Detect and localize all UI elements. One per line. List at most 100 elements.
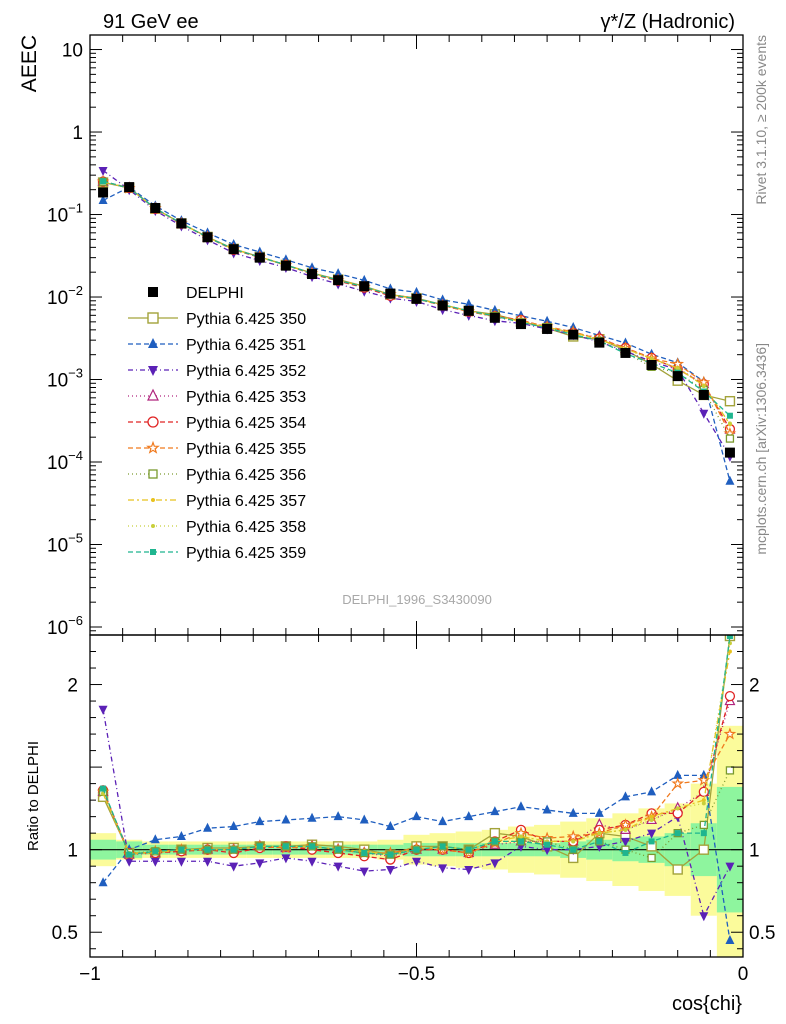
series-marker <box>359 814 369 824</box>
data-point <box>333 275 344 286</box>
y-tick-label: 10−2 <box>47 283 83 309</box>
side-label-bottom: mcplots.cern.ch [arXiv:1306.3436] <box>753 343 769 555</box>
series-marker <box>648 838 655 845</box>
series-marker <box>649 814 654 819</box>
series-marker <box>620 791 630 801</box>
series-marker <box>597 831 602 836</box>
series-marker <box>333 862 343 872</box>
series-marker <box>725 934 735 944</box>
series-marker <box>230 846 237 853</box>
series-marker <box>619 818 632 831</box>
axes: 10 1 10−1 10−2 10−3 10−4 10−5 10−6 0.5 0.5 1 1 2 2 −1 −… <box>47 34 775 985</box>
series-marker <box>150 857 160 867</box>
data-point <box>202 232 213 243</box>
series-marker <box>464 298 474 308</box>
series-marker <box>465 846 472 853</box>
series-marker <box>100 178 107 185</box>
series-marker <box>229 862 239 872</box>
data-point <box>124 182 135 193</box>
series-marker <box>387 851 394 858</box>
series-marker <box>438 864 448 874</box>
ratio-y-axis-label: Ratio to DELPHI <box>25 741 42 851</box>
series-marker <box>675 366 680 371</box>
series-marker <box>490 806 500 816</box>
ratio-tick-label-right: 1 <box>749 841 760 862</box>
legend-label: Pythia 6.425 353 <box>186 389 306 406</box>
series-marker <box>464 865 474 875</box>
series-marker <box>725 862 735 872</box>
series-marker <box>176 857 186 867</box>
legend-label: Pythia 6.425 352 <box>186 363 306 380</box>
series-marker <box>98 877 108 887</box>
data-point <box>646 359 657 370</box>
series-marker <box>674 830 681 837</box>
data-point <box>515 319 526 330</box>
x-axis-label: cos{chi} <box>672 993 742 1015</box>
data-point <box>98 187 109 198</box>
series-marker <box>724 395 736 407</box>
data-point <box>698 389 709 400</box>
y-tick-label: 10 <box>62 41 83 62</box>
series-marker <box>490 859 500 869</box>
series-marker <box>542 846 552 856</box>
series-marker <box>281 814 291 824</box>
series-marker <box>726 635 733 639</box>
series-marker <box>151 524 155 528</box>
series-marker <box>335 846 342 853</box>
series-marker <box>176 830 186 840</box>
title-left: 91 GeV ee <box>103 11 199 33</box>
series-marker <box>701 384 706 389</box>
series-marker <box>150 834 160 844</box>
data-point <box>437 300 448 311</box>
legend-label: Pythia 6.425 356 <box>186 467 306 484</box>
series-marker <box>126 851 133 858</box>
series-marker <box>124 857 134 867</box>
series-marker <box>672 864 683 875</box>
side-label-top: Rivet 3.1.10, ≥ 200k events <box>753 35 769 205</box>
series-marker <box>147 416 159 428</box>
series-marker <box>359 867 369 877</box>
legend: DELPHI Pythia 6.425 350 Pythia 6.425 351 Py… <box>128 285 306 562</box>
y-tick-label: 10−6 <box>47 613 83 639</box>
series-marker <box>647 853 656 863</box>
series-marker <box>699 409 709 419</box>
x-tick-label: −0.5 <box>398 964 436 985</box>
legend-label: Pythia 6.425 350 <box>186 311 306 328</box>
series-marker <box>725 475 735 485</box>
ratio-tick-label-right: 2 <box>749 676 760 697</box>
series-marker <box>698 844 710 855</box>
series-line-ratio <box>102 651 731 856</box>
series-marker <box>255 859 265 869</box>
series-marker <box>566 829 580 842</box>
series-marker <box>724 690 736 702</box>
series-marker <box>385 865 395 875</box>
series-marker <box>700 830 707 837</box>
series-marker <box>148 338 158 348</box>
data-point <box>228 244 239 255</box>
series-marker <box>727 421 732 426</box>
series-marker <box>596 838 603 845</box>
legend-label: Pythia 6.425 351 <box>186 337 306 354</box>
series-marker <box>413 846 420 853</box>
series-marker <box>204 846 211 853</box>
series-marker <box>699 820 708 830</box>
series-marker <box>146 440 160 454</box>
series-marker <box>229 821 239 831</box>
legend-marker-data <box>148 287 158 297</box>
series-marker <box>307 812 317 822</box>
title-right: γ*/Z (Hadronic) <box>601 11 735 33</box>
data-point <box>594 337 605 348</box>
series-marker <box>309 843 316 850</box>
series-marker <box>568 807 578 817</box>
ratio-tick-label-left: 1 <box>67 841 78 862</box>
series-marker <box>333 811 343 821</box>
series-marker <box>542 804 552 814</box>
series-marker <box>725 766 735 775</box>
series-marker <box>620 837 630 847</box>
series-marker <box>671 776 685 790</box>
y-axis-label: AEEC <box>18 35 41 92</box>
legend-label: Pythia 6.425 358 <box>186 519 306 536</box>
series-marker <box>671 357 685 370</box>
data-point <box>150 202 161 213</box>
